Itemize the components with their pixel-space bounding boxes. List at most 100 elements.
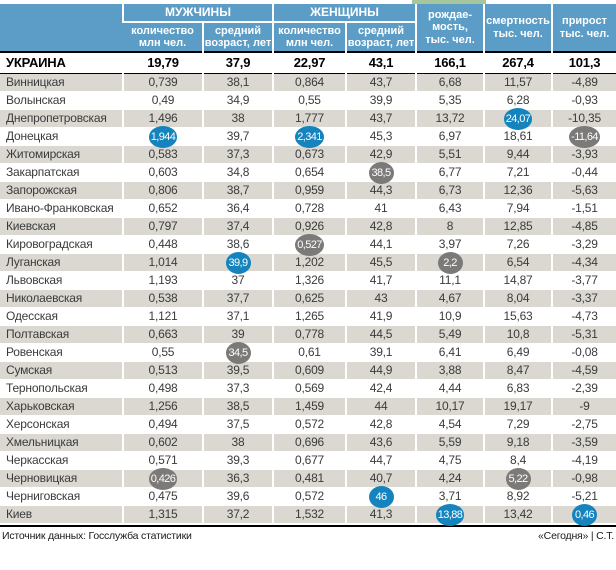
- value-cell: 13,42: [483, 505, 553, 524]
- women-group-header: ЖЕНЩИНЫ: [271, 4, 417, 23]
- value-cell: 44,3: [344, 181, 417, 200]
- value-cell: 10,9: [415, 307, 485, 326]
- value-cell: 34,5: [202, 341, 273, 364]
- value-cell: 3,71: [415, 487, 485, 506]
- value-cell: -4,19: [551, 451, 616, 470]
- region-name: Тернопольская: [0, 379, 123, 398]
- value-cell: 8,92: [483, 487, 553, 506]
- mortality-column-header: смертность тыс. чел.: [483, 4, 553, 52]
- value-cell: 39,3: [202, 451, 273, 470]
- value-cell: 38,5: [202, 397, 273, 416]
- value-cell: 9,18: [483, 433, 553, 452]
- value-cell: 0,797: [122, 217, 203, 236]
- value-cell: 13,72: [415, 109, 485, 128]
- value-cell: 5,51: [415, 145, 485, 164]
- value-cell: 8,4: [483, 451, 553, 470]
- highlight-circle-gray: -11,64: [569, 125, 600, 148]
- highlight-circle-blue: 24,07: [503, 107, 533, 130]
- value-cell: -0,08: [551, 343, 616, 362]
- region-name: Полтавская: [0, 325, 123, 344]
- value-cell: 1,777: [272, 109, 346, 128]
- value-cell: 0,513: [122, 361, 203, 380]
- table-row: Волынская 0,49 34,9 0,55 39,9 5,35 6,28 -0,93: [0, 91, 616, 110]
- value-cell: 2,2: [415, 251, 485, 274]
- region-name: Черновицкая: [0, 469, 123, 488]
- table-row: Луганская 1,014 39,9 1,202 45,5 2,2 6,54 -4,34: [0, 251, 616, 274]
- table-row: Донецкая 1,944 39,7 2,341 45,3 6,97 18,61 -11,6…: [0, 125, 616, 148]
- region-name: Николаевская: [0, 289, 123, 308]
- value-cell: 4,24: [415, 469, 485, 488]
- value-cell: 42,8: [344, 217, 417, 236]
- value-cell: 41,7: [344, 271, 417, 290]
- region-column-header: [0, 4, 123, 52]
- value-cell: 10,17: [415, 397, 485, 416]
- highlight-circle-gray: 38,5: [368, 161, 394, 184]
- value-cell: 0,426: [122, 467, 203, 490]
- region-name: Днепропетровская: [0, 109, 123, 128]
- value-cell: 44,7: [344, 451, 417, 470]
- value-cell: 34,9: [202, 91, 273, 110]
- value-cell: 37,7: [202, 289, 273, 308]
- value-cell: 11,1: [415, 271, 485, 290]
- value-cell: 39: [202, 325, 273, 344]
- value-cell: 38,1: [202, 73, 273, 92]
- value-cell: 8,04: [483, 289, 553, 308]
- data-source-note: Источник данных: Госслужба статистики: [2, 529, 192, 542]
- value-cell: 1,315: [122, 505, 203, 524]
- value-cell: 45,3: [344, 127, 417, 146]
- value-cell: 4,67: [415, 289, 485, 308]
- value-cell: 40,7: [344, 469, 417, 488]
- table-row: Сумская 0,513 39,5 0,609 44,9 3,88 8,47 -4,59: [0, 361, 616, 380]
- region-name: УКРАИНА: [0, 51, 123, 74]
- value-cell: 5,59: [415, 433, 485, 452]
- table-row: Тернопольская 0,498 37,3 0,569 42,4 4,44 6,83-…: [0, 379, 616, 398]
- value-cell: -4,85: [551, 217, 616, 236]
- value-cell: -10,35: [551, 109, 616, 128]
- value-cell: 0,49: [122, 91, 203, 110]
- table-row: Полтавская 0,663 39 0,778 44,5 5,49 10,8 -5,31: [0, 325, 616, 344]
- table-body: УКРАИНА 19,79 37,9 22,97 43,1 166,1 267,4 101,3…: [0, 51, 616, 526]
- table-row: Ивано-Франковская 0,652 36,4 0,728 41 6,43 7,9…: [0, 199, 616, 218]
- value-cell: 4,75: [415, 451, 485, 470]
- value-cell: -3,59: [551, 433, 616, 452]
- region-name: Львовская: [0, 271, 123, 290]
- value-cell: 1,193: [122, 271, 203, 290]
- value-cell: 1,944: [122, 125, 203, 148]
- value-cell: 44,5: [344, 325, 417, 344]
- value-cell: 38,5: [344, 161, 417, 184]
- value-cell: 39,5: [202, 361, 273, 380]
- women-age-header: средний возраст, лет: [344, 22, 417, 52]
- region-name: Волынская: [0, 91, 123, 110]
- men-quantity-header: количество млн чел.: [123, 22, 203, 52]
- value-cell: 12,36: [483, 181, 553, 200]
- highlight-circle-gray: 0,426: [148, 467, 178, 490]
- value-cell: 0,572: [272, 415, 346, 434]
- table-row: Хмельницкая 0,602 38 0,696 43,6 5,59 9,18 -3,59: [0, 433, 616, 452]
- value-cell: 22,97: [272, 51, 346, 74]
- value-cell: 0,55: [272, 91, 346, 110]
- value-cell: 0,959: [272, 181, 346, 200]
- value-cell: 0,61: [272, 343, 346, 362]
- value-cell: 42,8: [344, 415, 417, 434]
- value-cell: 37,3: [202, 379, 273, 398]
- value-cell: 6,77: [415, 163, 485, 182]
- value-cell: 0,494: [122, 415, 203, 434]
- value-cell: 43,6: [344, 433, 417, 452]
- value-cell: -4,73: [551, 307, 616, 326]
- table-row: Киев 1,315 37,2 1,532 41,3 13,88 13,42 0,46: [0, 503, 616, 526]
- value-cell: -3,37: [551, 289, 616, 308]
- region-name: Луганская: [0, 253, 123, 272]
- region-name: Закарпатская: [0, 163, 123, 182]
- footer: Источник данных: Госслужба статистики «С…: [0, 524, 616, 542]
- value-cell: 10,8: [483, 325, 553, 344]
- region-name: Черкасская: [0, 451, 123, 470]
- highlight-circle-blue: 1,944: [148, 125, 178, 148]
- value-cell: 0,55: [122, 343, 203, 362]
- region-name: Житомирская: [0, 145, 123, 164]
- highlight-circle-gray: 0,527: [295, 233, 324, 256]
- table-row: Киевская 0,797 37,4 0,926 42,8 8 12,85 -4,85: [0, 217, 616, 236]
- value-cell: 37,3: [202, 145, 273, 164]
- value-cell: 42,4: [344, 379, 417, 398]
- highlight-circle-blue: 2,341: [295, 125, 324, 148]
- value-cell: 44: [344, 397, 417, 416]
